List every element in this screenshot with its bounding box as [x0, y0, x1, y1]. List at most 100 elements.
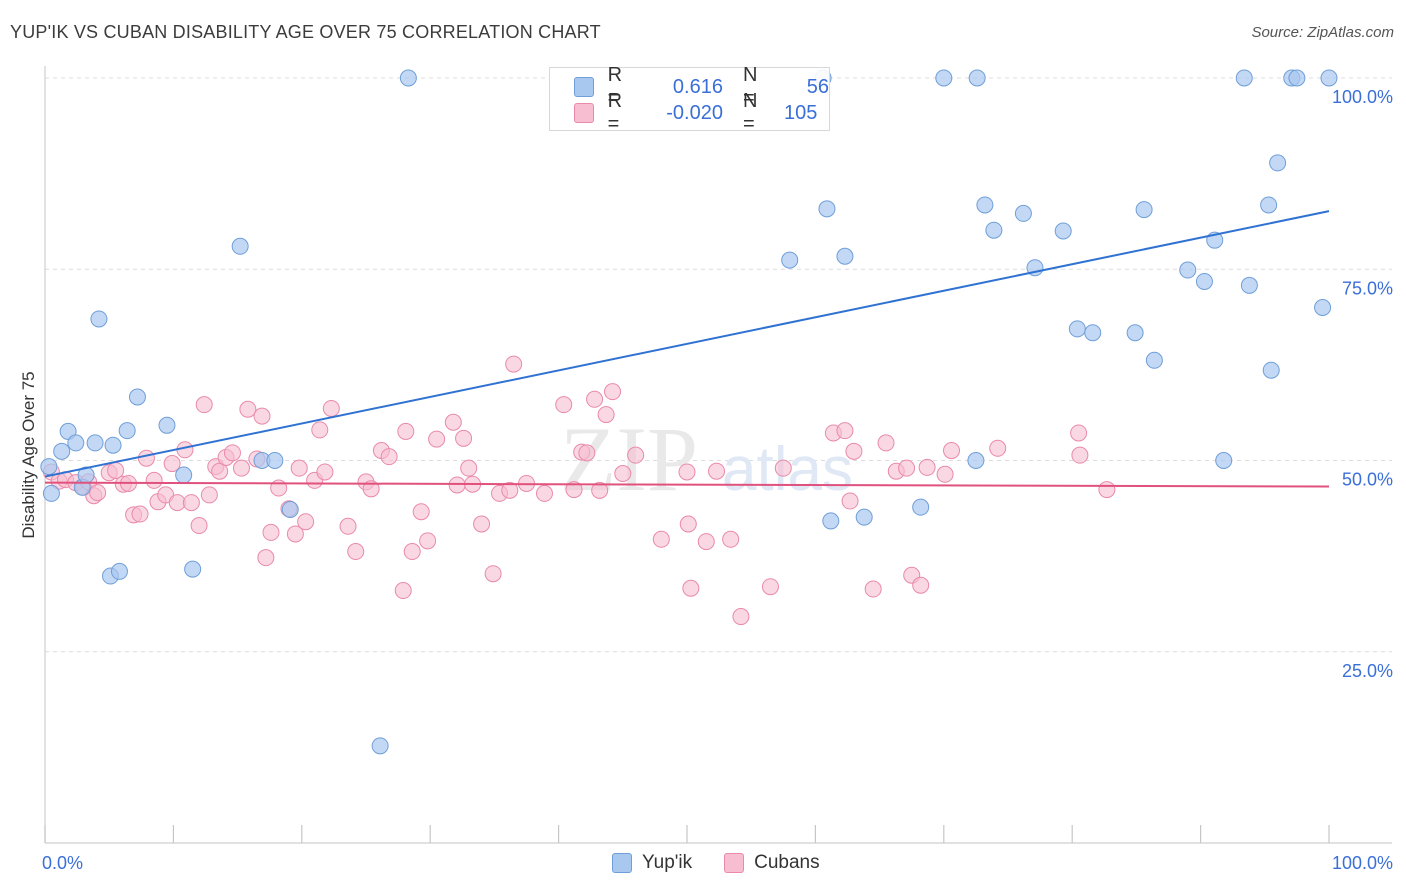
yupik-point [128, 388, 146, 406]
yupik-point [110, 562, 128, 580]
yupik-point [86, 434, 104, 452]
yupik-point [967, 452, 985, 469]
cubans-point [841, 492, 859, 510]
y-tick-label: 75.0% [1342, 278, 1393, 298]
yupik-point [822, 512, 840, 530]
yupik-point [158, 416, 176, 434]
n-value: 56 [806, 75, 829, 98]
cubans-point [131, 505, 149, 523]
cubans-point [380, 448, 398, 466]
yupik-point [90, 310, 108, 328]
trend-lines [44, 210, 1330, 488]
cubans-point [555, 396, 573, 414]
cubans-point [845, 442, 863, 460]
cubans-point [448, 476, 466, 494]
yupik-point [184, 560, 202, 578]
cubans-point [145, 471, 163, 489]
yupik-point [1215, 452, 1233, 469]
tick-labels: 25.0% 50.0% 75.0% 100.0% 0.0% 100.0% [42, 87, 1393, 873]
yupik-point [281, 500, 299, 518]
yupik-point [836, 247, 854, 265]
cubans-point [253, 407, 271, 425]
cubans-point [578, 444, 596, 462]
cubans-point [403, 543, 421, 561]
cubans-point [394, 582, 412, 600]
axes [44, 66, 1392, 844]
cubans-point [678, 463, 696, 481]
yupik-point [1068, 320, 1086, 338]
cubans-point [211, 462, 229, 480]
cubans-point [455, 429, 473, 447]
cubans-point [864, 580, 882, 598]
yupik-point [118, 422, 136, 440]
yupik-point [53, 442, 71, 460]
r-label: R = [607, 64, 623, 109]
yupik-point [1269, 154, 1287, 172]
yupik-point [1054, 222, 1072, 240]
cubans-point [836, 422, 854, 440]
cubans-points [42, 355, 1116, 626]
cubans-point [311, 421, 329, 439]
legend-item-cubans: Cubans [724, 852, 820, 874]
cubans-point [290, 459, 308, 477]
source-label: Source: ZipAtlas.com [1251, 24, 1394, 41]
cubans-point [989, 439, 1007, 457]
cubans-point [774, 459, 792, 477]
y-axis-label: Disability Age Over 75 [19, 371, 38, 538]
cubans-point [200, 486, 218, 504]
cubans-point [1098, 481, 1116, 499]
cubans-trend-line [44, 481, 1330, 488]
yupik-point [231, 237, 249, 255]
yupik-point [104, 436, 122, 454]
yupik-swatch [574, 77, 594, 97]
legend-row-yupik: R = 0.616 N = 56 [574, 64, 829, 109]
yupik-point [1314, 299, 1332, 316]
cubans-point [257, 549, 275, 567]
cubans-point [501, 481, 519, 499]
cubans-point [137, 449, 155, 467]
x-tick-label: 0.0% [42, 853, 83, 873]
y-tick-label: 50.0% [1342, 470, 1393, 490]
yupik-point [1240, 276, 1258, 294]
cubans-point [761, 578, 779, 596]
cubans-point [473, 515, 491, 533]
cubans-point [918, 458, 936, 476]
yupik-point [42, 484, 60, 502]
yupik-point [968, 69, 986, 87]
cubans-point [614, 465, 632, 483]
yupik-point [935, 69, 953, 87]
cubans-point [535, 484, 553, 502]
cubans-point [682, 579, 700, 597]
cubans-point [428, 430, 446, 448]
yupik-point [912, 498, 930, 516]
cubans-point [182, 494, 200, 512]
cubans-point [444, 413, 462, 431]
cubans-point [627, 446, 645, 464]
yupik-point [266, 452, 284, 469]
cubans-point [697, 533, 715, 551]
cubans-point [722, 530, 740, 548]
yupik-point [781, 251, 799, 269]
cubans-point [484, 565, 502, 583]
cubans-point [362, 480, 380, 498]
cubans-point [1070, 424, 1088, 442]
yupik-point [1260, 196, 1278, 214]
cubans-point [190, 517, 208, 535]
yupik-point [855, 508, 873, 526]
cubans-point [239, 400, 257, 418]
yupik-point [1084, 324, 1102, 342]
yupik-point [1235, 69, 1253, 87]
yupik-point [1195, 272, 1213, 290]
y-tick-label: 100.0% [1332, 87, 1393, 107]
cubans-point [412, 503, 430, 521]
legend-row-cubans: R = -0.020 N = 105 [574, 90, 829, 135]
cubans-point [297, 513, 315, 531]
cubans-point [339, 517, 357, 535]
yupik-point [1145, 351, 1163, 369]
cubans-point [652, 530, 670, 548]
yupik-point [1014, 204, 1032, 222]
yupik-label: Yup'ik [642, 852, 693, 873]
cubans-point [708, 462, 726, 480]
n-label: N = [742, 90, 758, 135]
